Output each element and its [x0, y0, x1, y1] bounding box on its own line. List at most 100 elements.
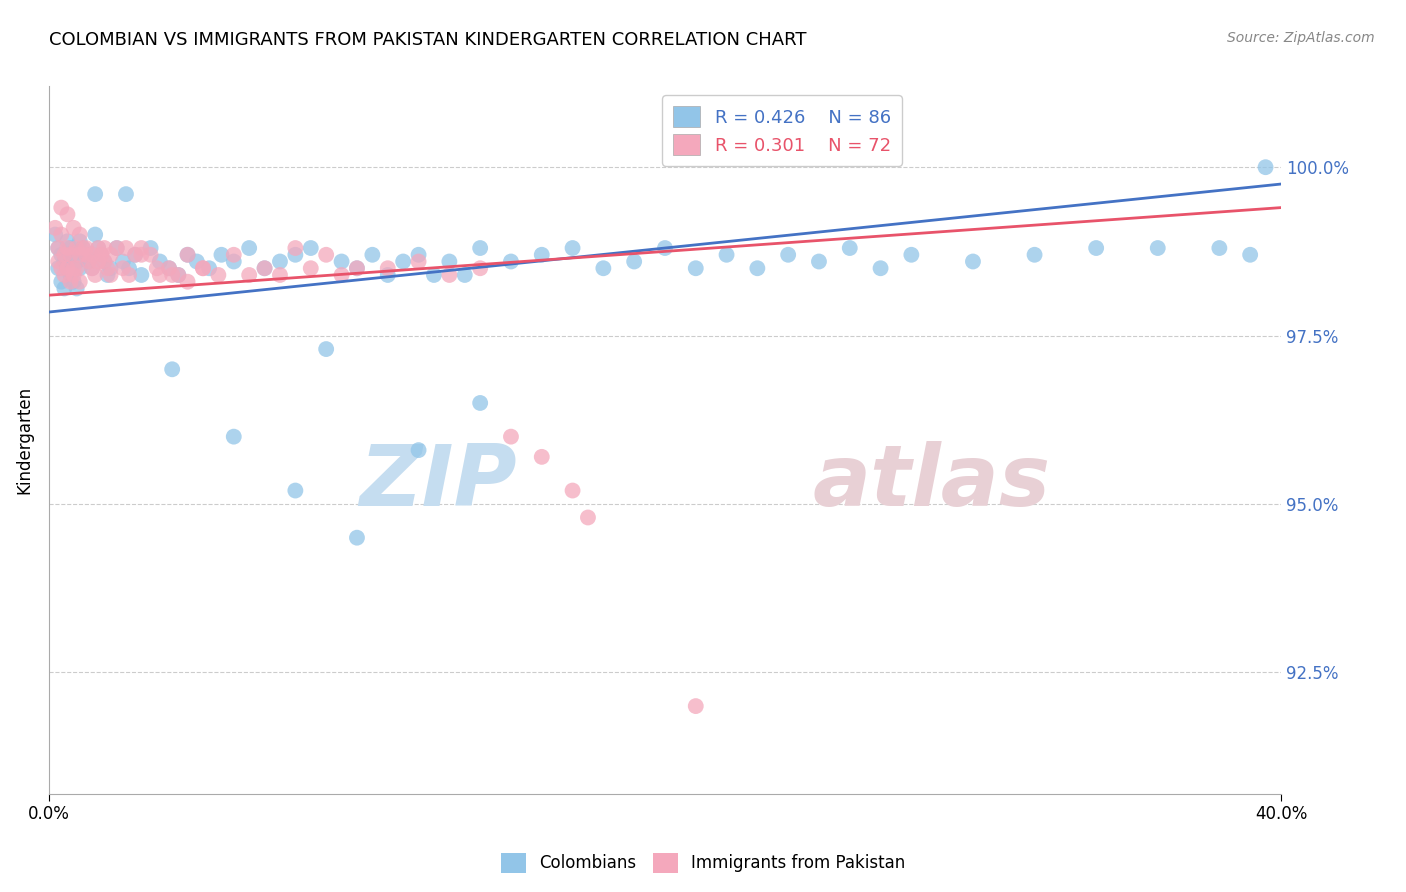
- Point: [105, 241, 128, 255]
- Point: [77, 254, 100, 268]
- Point: [315, 248, 337, 262]
- Point: [157, 261, 180, 276]
- Point: [66, 254, 89, 268]
- Point: [1239, 248, 1261, 262]
- Point: [623, 254, 645, 268]
- Point: [51, 201, 73, 215]
- Point: [149, 268, 172, 282]
- Point: [222, 254, 245, 268]
- Point: [66, 241, 89, 255]
- Point: [408, 254, 430, 268]
- Point: [93, 254, 115, 268]
- Point: [131, 268, 153, 282]
- Point: [56, 235, 79, 249]
- Point: [869, 261, 891, 276]
- Point: [807, 254, 830, 268]
- Point: [186, 254, 208, 268]
- Point: [330, 254, 353, 268]
- Point: [685, 261, 707, 276]
- Point: [1146, 241, 1168, 255]
- Point: [838, 241, 860, 255]
- Point: [222, 430, 245, 444]
- Point: [423, 268, 446, 282]
- Point: [56, 261, 79, 276]
- Point: [146, 261, 169, 276]
- Point: [160, 362, 183, 376]
- Point: [69, 248, 91, 262]
- Point: [408, 443, 430, 458]
- Point: [77, 254, 100, 268]
- Point: [716, 248, 738, 262]
- Point: [299, 261, 322, 276]
- Point: [592, 261, 614, 276]
- Point: [253, 261, 276, 276]
- Point: [576, 510, 599, 524]
- Point: [149, 254, 172, 268]
- Point: [454, 268, 477, 282]
- Point: [530, 450, 553, 464]
- Point: [530, 248, 553, 262]
- Point: [747, 261, 769, 276]
- Point: [346, 531, 368, 545]
- Point: [176, 275, 198, 289]
- Point: [1208, 241, 1230, 255]
- Point: [176, 248, 198, 262]
- Point: [176, 248, 198, 262]
- Point: [1085, 241, 1108, 255]
- Point: [115, 187, 138, 202]
- Point: [59, 275, 82, 289]
- Y-axis label: Kindergarten: Kindergarten: [15, 386, 32, 494]
- Point: [84, 268, 107, 282]
- Point: [56, 207, 79, 221]
- Point: [62, 268, 84, 282]
- Point: [778, 248, 800, 262]
- Point: [361, 248, 384, 262]
- Point: [118, 268, 141, 282]
- Point: [299, 241, 322, 255]
- Point: [53, 281, 76, 295]
- Point: [84, 187, 107, 202]
- Point: [46, 261, 69, 276]
- Point: [56, 261, 79, 276]
- Point: [96, 261, 118, 276]
- Point: [157, 261, 180, 276]
- Point: [69, 227, 91, 242]
- Point: [100, 261, 122, 276]
- Point: [44, 220, 66, 235]
- Point: [53, 248, 76, 262]
- Point: [62, 248, 84, 262]
- Point: [439, 268, 461, 282]
- Point: [72, 241, 94, 255]
- Point: [962, 254, 984, 268]
- Point: [75, 248, 97, 262]
- Point: [499, 254, 522, 268]
- Point: [62, 261, 84, 276]
- Point: [80, 248, 103, 262]
- Point: [377, 261, 399, 276]
- Point: [59, 248, 82, 262]
- Point: [111, 261, 134, 276]
- Point: [207, 268, 229, 282]
- Point: [160, 268, 183, 282]
- Text: atlas: atlas: [813, 441, 1050, 524]
- Point: [561, 241, 583, 255]
- Point: [51, 275, 73, 289]
- Point: [191, 261, 214, 276]
- Point: [44, 227, 66, 242]
- Point: [46, 241, 69, 255]
- Point: [75, 241, 97, 255]
- Point: [69, 261, 91, 276]
- Point: [330, 268, 353, 282]
- Point: [90, 248, 112, 262]
- Point: [75, 248, 97, 262]
- Point: [87, 241, 110, 255]
- Point: [118, 261, 141, 276]
- Point: [139, 241, 162, 255]
- Point: [69, 235, 91, 249]
- Point: [93, 241, 115, 255]
- Point: [346, 261, 368, 276]
- Point: [56, 241, 79, 255]
- Point: [167, 268, 190, 282]
- Point: [93, 254, 115, 268]
- Point: [191, 261, 214, 276]
